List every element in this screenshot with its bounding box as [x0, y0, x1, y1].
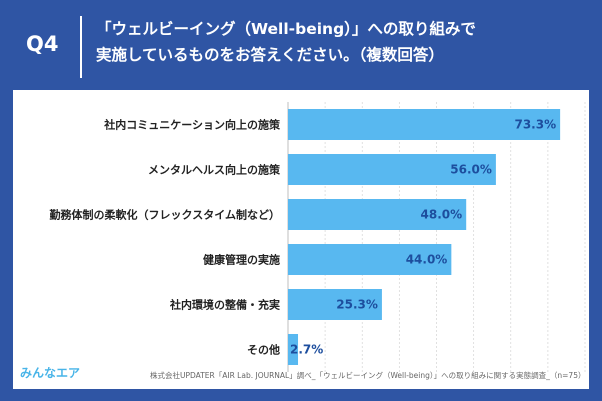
page-title: 「ウェルビーイング（Well-being）」への取り組みで 実施しているものをお… — [96, 16, 592, 68]
title-line-1: 「ウェルビーイング（Well-being）」への取り組みで — [96, 20, 476, 38]
question-number: Q4 — [26, 32, 59, 56]
bar — [288, 154, 496, 185]
title-line-2: 実施しているものをお答えください。（複数回答） — [96, 46, 444, 64]
chart-panel: 社内コミュニケーション向上の施策 73.3% メンタルヘルス向上の施策 56.0% 勤務… — [13, 90, 589, 389]
category-label: メンタルヘルス向上の施策 — [148, 163, 281, 177]
value-label: 73.3% — [514, 118, 556, 132]
category-label: 社内環境の整備・充実 — [169, 298, 280, 312]
category-label: 社内コミュニケーション向上の施策 — [103, 118, 281, 132]
value-label: 25.3% — [336, 298, 378, 312]
category-label: 健康管理の実施 — [203, 253, 280, 267]
category-label: その他 — [247, 343, 280, 357]
value-label: 2.7% — [290, 343, 323, 357]
source-note: 株式会社UPDATER「AIR Lab. JOURNAL」調べ_「ウェルビーイン… — [150, 371, 586, 380]
bar-chart: 社内コミュニケーション向上の施策 73.3% メンタルヘルス向上の施策 56.0% 勤務… — [50, 102, 586, 372]
title-divider — [80, 16, 82, 78]
value-label: 56.0% — [450, 163, 492, 177]
brand-logo: みんなエア — [20, 366, 81, 380]
value-label: 44.0% — [406, 253, 448, 267]
bar — [288, 289, 382, 320]
bar — [288, 199, 467, 230]
value-label: 48.0% — [421, 208, 463, 222]
bar — [288, 109, 561, 140]
bar — [288, 334, 299, 365]
category-label: 勤務体制の柔軟化（フレックスタイム制など） — [50, 208, 280, 222]
bar — [288, 244, 452, 275]
